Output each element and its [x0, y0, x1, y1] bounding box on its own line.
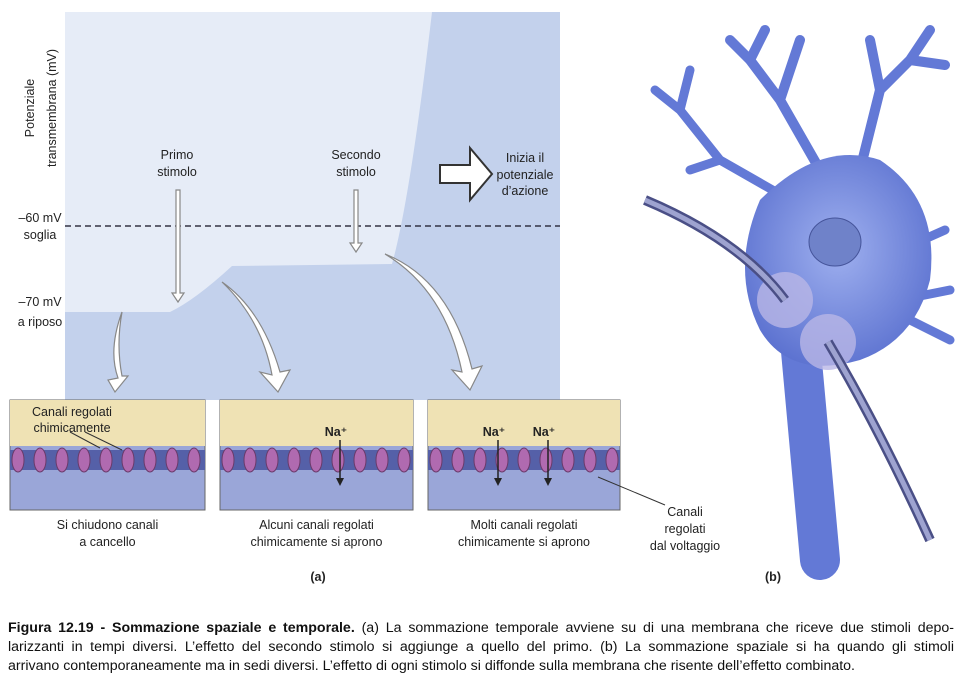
channel-label: Canali regolati [32, 405, 112, 419]
y-axis-label: transmembrana (mV) [45, 49, 59, 167]
panel-caption: chimicamente si aprono [458, 535, 590, 549]
channel [121, 447, 135, 473]
extracellular [220, 400, 413, 446]
pointer-line [597, 476, 666, 506]
action-label: d’azione [502, 184, 549, 198]
y-axis-label: Potenziale [23, 79, 37, 137]
action-label: Inizia il [506, 151, 544, 165]
channel [605, 447, 619, 473]
action-label: potenziale [497, 168, 554, 182]
channel [561, 447, 575, 473]
voltage-label: Canali [667, 505, 702, 519]
panel-label: (a) [310, 570, 325, 584]
panel-caption: chimicamente si aprono [250, 535, 382, 549]
voltage-label: regolati [665, 522, 706, 536]
channel [187, 447, 201, 473]
channel [375, 447, 389, 473]
neuron-dendrites [650, 25, 955, 580]
channel [265, 447, 279, 473]
channel [309, 447, 323, 473]
ion-label: Na⁺ [483, 425, 506, 439]
synapses [643, 195, 935, 543]
channel [397, 447, 411, 473]
channel [33, 447, 47, 473]
ion-label: Na⁺ [533, 425, 556, 439]
rest-label: a riposo [18, 315, 63, 329]
channel [99, 447, 113, 473]
ion-arrowhead [336, 478, 344, 486]
nucleus [808, 217, 862, 267]
channel [143, 447, 157, 473]
caption-label: Figura 12.19 - Sommazione spaziale e tem… [8, 620, 355, 636]
rest-label: –70 mV [18, 295, 62, 309]
channel [539, 447, 553, 473]
stimulus-label: Primo [161, 148, 194, 162]
voltage-label: dal voltaggio [650, 539, 720, 553]
ion-label: Na⁺ [325, 425, 348, 439]
channel-label: chimicamente [33, 421, 110, 435]
panel-caption: Si chiudono canali [57, 518, 158, 532]
channel [517, 447, 531, 473]
channel [77, 447, 91, 473]
threshold-label: –60 mV [18, 211, 62, 225]
channel [221, 447, 235, 473]
channel [473, 447, 487, 473]
membrane-panels: Si chiudono canali a cancello Alcuni canal… [9, 399, 621, 549]
panel-label: (b) [765, 570, 781, 584]
stimulus-label: stimolo [157, 165, 197, 179]
figure: Si chiudono canali a cancello Alcuni canal… [9, 12, 955, 584]
channel [353, 447, 367, 473]
channel [243, 447, 257, 473]
caption-text: (a) La sommazione temporale avviene su d… [354, 620, 954, 636]
caption-line: arrivano contemporaneamente ma in sedi d… [8, 658, 855, 674]
channel [495, 447, 509, 473]
extracellular [10, 400, 205, 446]
stimulus-label: stimolo [336, 165, 376, 179]
panel-caption: Molti canali regolati [471, 518, 578, 532]
stimulus-label: Secondo [331, 148, 380, 162]
ion-arrowhead [544, 478, 552, 486]
pointer-line [69, 431, 123, 451]
channel [287, 447, 301, 473]
channel [429, 447, 443, 473]
channel [331, 447, 345, 473]
channel [165, 447, 179, 473]
panel-caption: Alcuni canali regolati [259, 518, 374, 532]
caption-line: Figura 12.19 - Sommazione spaziale e tem… [8, 620, 954, 636]
panel-caption: a cancello [79, 535, 135, 549]
extracellular [428, 400, 620, 446]
caption-line: larizzanti in tempi diversi. L’effetto d… [8, 639, 954, 655]
channel [451, 447, 465, 473]
threshold-label: soglia [24, 228, 57, 242]
channel [583, 447, 597, 473]
channel [55, 447, 69, 473]
channel [11, 447, 25, 473]
stimulus-arrows [107, 145, 494, 394]
ion-arrowhead [494, 478, 502, 486]
